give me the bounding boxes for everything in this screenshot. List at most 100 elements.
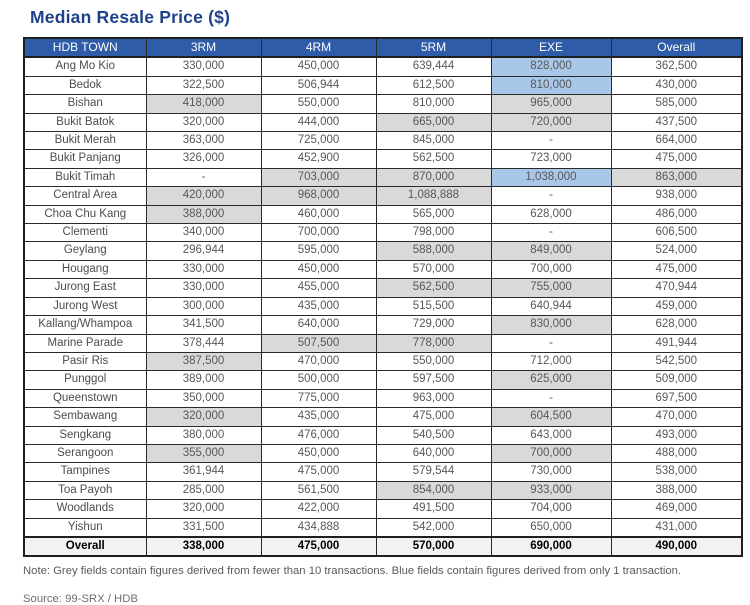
value-cell-queenstown-4rm: 775,000 <box>260 388 377 409</box>
value-cell-choa-chu-kang-exe: 628,000 <box>490 204 612 225</box>
town-cell-marine-parade: Marine Parade <box>23 333 147 353</box>
value-cell-woodlands-5rm: 491,500 <box>375 499 492 519</box>
town-cell-ang-mo-kio: Ang Mo Kio <box>23 56 147 77</box>
town-cell-kallang-whampoa: Kallang/Whampoa <box>23 315 147 335</box>
value-cell-punggol-overall: 509,000 <box>610 370 743 390</box>
value-cell-toa-payoh-exe: 933,000 <box>490 480 612 501</box>
overall-value-exe: 690,000 <box>490 535 612 557</box>
overall-value-4rm: 475,000 <box>260 535 377 557</box>
value-cell-geylang-5rm: 588,000 <box>375 241 492 261</box>
value-cell-punggol-4rm: 500,000 <box>260 370 377 390</box>
value-cell-ang-mo-kio-5rm: 639,444 <box>375 56 492 77</box>
table-row-hougang: Hougang 330,000 450,000 570,000 700,000 475,0… <box>23 259 743 280</box>
value-cell-bukit-batok-3rm: 320,000 <box>145 112 262 133</box>
value-cell-bukit-batok-5rm: 665,000 <box>375 112 492 133</box>
header-row: HDB TOWN 3RM 4RM 5RM EXE Overall <box>23 37 743 59</box>
town-cell-toa-payoh: Toa Payoh <box>23 480 147 501</box>
value-cell-tampines-5rm: 579,544 <box>375 462 492 482</box>
column-header-overall: Overall <box>610 37 743 59</box>
overall-row-label: Overall <box>23 535 147 557</box>
value-cell-jurong-west-4rm: 435,000 <box>260 296 377 317</box>
table-row-bukit-merah: Bukit Merah 363,000 725,000 845,000-664,000 <box>23 131 743 151</box>
town-cell-pasir-ris: Pasir Ris <box>23 351 147 372</box>
value-cell-serangoon-exe: 700,000 <box>490 443 612 464</box>
value-cell-bukit-timah-exe: 1,038,000 <box>490 167 612 188</box>
value-cell-tampines-4rm: 475,000 <box>260 462 377 482</box>
value-cell-tampines-overall: 538,000 <box>610 462 743 482</box>
table-row-serangoon: Serangoon 355,000 450,000 640,000 700,000 488… <box>23 443 743 464</box>
value-cell-yishun-exe: 650,000 <box>490 517 612 538</box>
value-cell-bukit-merah-overall: 664,000 <box>610 131 743 151</box>
page-title: Median Resale Price ($) <box>30 7 231 27</box>
value-cell-hougang-overall: 475,000 <box>610 259 743 280</box>
town-cell-queenstown: Queenstown <box>23 388 147 409</box>
town-cell-central-area: Central Area <box>23 186 147 206</box>
median-resale-price-table: HDB TOWN 3RM 4RM 5RM EXE Overall Ang Mo Kio 33… <box>23 37 743 558</box>
value-cell-sengkang-overall: 493,000 <box>610 425 743 445</box>
table-row-clementi: Clementi 340,000 700,000 798,000-606,500 <box>23 223 743 243</box>
value-cell-jurong-east-4rm: 455,000 <box>260 278 377 298</box>
table-row-central-area: Central Area 420,000 968,000 1,088,888-938,… <box>23 186 743 206</box>
table-row-marine-parade: Marine Parade 378,444 507,500 778,000-491,9… <box>23 333 743 353</box>
value-cell-serangoon-3rm: 355,000 <box>145 443 262 464</box>
table-row-bedok: Bedok 322,500 506,944 612,500 810,000 430,000 <box>23 75 743 96</box>
value-cell-sengkang-5rm: 540,500 <box>375 425 492 445</box>
value-cell-central-area-exe: - <box>490 186 612 206</box>
value-cell-sembawang-5rm: 475,000 <box>375 407 492 427</box>
value-cell-serangoon-4rm: 450,000 <box>260 443 377 464</box>
value-cell-toa-payoh-5rm: 854,000 <box>375 480 492 501</box>
town-cell-bukit-timah: Bukit Timah <box>23 167 147 188</box>
value-cell-hougang-5rm: 570,000 <box>375 259 492 280</box>
value-cell-bukit-merah-5rm: 845,000 <box>375 131 492 151</box>
value-cell-central-area-3rm: 420,000 <box>145 186 262 206</box>
value-cell-serangoon-overall: 488,000 <box>610 443 743 464</box>
column-header-exe: EXE <box>490 37 612 59</box>
value-cell-toa-payoh-4rm: 561,500 <box>260 480 377 501</box>
town-cell-hougang: Hougang <box>23 259 147 280</box>
value-cell-kallang-whampoa-overall: 628,000 <box>610 315 743 335</box>
value-cell-bedok-exe: 810,000 <box>490 75 612 96</box>
value-cell-marine-parade-4rm: 507,500 <box>260 333 377 353</box>
value-cell-pasir-ris-4rm: 470,000 <box>260 351 377 372</box>
value-cell-marine-parade-5rm: 778,000 <box>375 333 492 353</box>
value-cell-tampines-3rm: 361,944 <box>145 462 262 482</box>
value-cell-kallang-whampoa-exe: 830,000 <box>490 315 612 335</box>
value-cell-bukit-batok-exe: 720,000 <box>490 112 612 133</box>
value-cell-bukit-merah-4rm: 725,000 <box>260 131 377 151</box>
overall-value-3rm: 338,000 <box>145 535 262 557</box>
column-header-4rm: 4RM <box>260 37 377 59</box>
value-cell-pasir-ris-exe: 712,000 <box>490 351 612 372</box>
value-cell-ang-mo-kio-4rm: 450,000 <box>260 56 377 77</box>
value-cell-bishan-exe: 965,000 <box>490 94 612 114</box>
town-cell-jurong-west: Jurong West <box>23 296 147 317</box>
value-cell-bukit-batok-overall: 437,500 <box>610 112 743 133</box>
value-cell-choa-chu-kang-3rm: 388,000 <box>145 204 262 225</box>
table-row-punggol: Punggol 389,000 500,000 597,500 625,000 509,0… <box>23 370 743 390</box>
table-row-geylang: Geylang 296,944 595,000 588,000 849,000 524,0… <box>23 241 743 261</box>
table-row-bukit-batok: Bukit Batok 320,000 444,000 665,000 720,000 4… <box>23 112 743 133</box>
value-cell-geylang-3rm: 296,944 <box>145 241 262 261</box>
value-cell-toa-payoh-3rm: 285,000 <box>145 480 262 501</box>
town-cell-clementi: Clementi <box>23 223 147 243</box>
value-cell-woodlands-3rm: 320,000 <box>145 499 262 519</box>
value-cell-sembawang-4rm: 435,000 <box>260 407 377 427</box>
table-row-bishan: Bishan 418,000 550,000 810,000 965,000 585,00… <box>23 94 743 114</box>
town-cell-bedok: Bedok <box>23 75 147 96</box>
value-cell-clementi-overall: 606,500 <box>610 223 743 243</box>
table-row-queenstown: Queenstown 350,000 775,000 963,000-697,500 <box>23 388 743 409</box>
value-cell-toa-payoh-overall: 388,000 <box>610 480 743 501</box>
overall-value-5rm: 570,000 <box>375 535 492 557</box>
table-row-pasir-ris: Pasir Ris 387,500 470,000 550,000 712,000 542… <box>23 351 743 372</box>
table-row-tampines: Tampines 361,944 475,000 579,544 730,000 538,… <box>23 462 743 482</box>
table-row-jurong-east: Jurong East 330,000 455,000 562,500 755,000 4… <box>23 278 743 298</box>
value-cell-woodlands-overall: 469,000 <box>610 499 743 519</box>
value-cell-choa-chu-kang-5rm: 565,000 <box>375 204 492 225</box>
value-cell-bukit-merah-3rm: 363,000 <box>145 131 262 151</box>
value-cell-central-area-4rm: 968,000 <box>260 186 377 206</box>
value-cell-jurong-west-exe: 640,944 <box>490 296 612 317</box>
value-cell-bukit-batok-4rm: 444,000 <box>260 112 377 133</box>
value-cell-choa-chu-kang-overall: 486,000 <box>610 204 743 225</box>
town-cell-sengkang: Sengkang <box>23 425 147 445</box>
value-cell-sembawang-3rm: 320,000 <box>145 407 262 427</box>
value-cell-geylang-exe: 849,000 <box>490 241 612 261</box>
